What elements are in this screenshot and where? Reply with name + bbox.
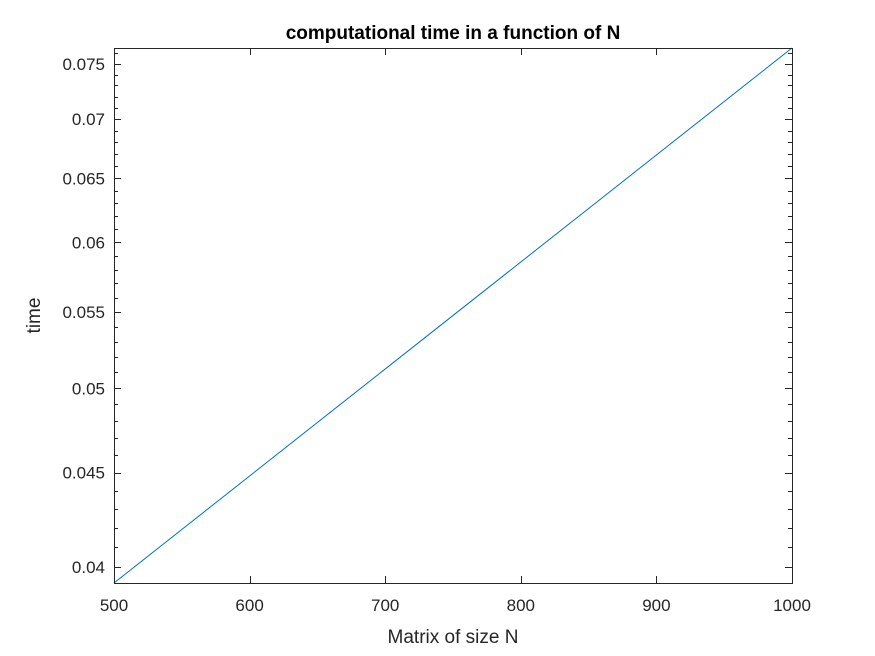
x-tick-label: 500	[100, 596, 128, 615]
y-tick-label: 0.075	[62, 55, 105, 74]
x-tick-label: 900	[642, 596, 670, 615]
y-tick-label: 0.04	[72, 558, 105, 577]
tick-label-group: 500 600 700 800 900 1000 0.04 0.045 0.05 0.055 0.0…	[62, 55, 810, 615]
y-tick-label: 0.065	[62, 169, 105, 188]
y-axis-label: time	[24, 298, 45, 334]
x-tick-label: 1000	[773, 596, 811, 615]
y-tick-label: 0.055	[62, 303, 105, 322]
x-axis-label: Matrix of size N	[388, 627, 519, 648]
chart-title: computational time in a function of N	[286, 23, 621, 44]
y-tick-label: 0.05	[72, 379, 105, 398]
minor-tick-group	[114, 53, 792, 548]
y-tick-label: 0.07	[72, 110, 105, 129]
axes-box	[114, 48, 793, 584]
y-tick-label: 0.06	[72, 233, 105, 252]
x-tick-label: 800	[507, 596, 535, 615]
x-tick-label: 700	[371, 596, 399, 615]
series-line	[113, 47, 793, 584]
y-tick-label: 0.045	[62, 464, 105, 483]
x-tick-label: 600	[235, 596, 263, 615]
series-layer	[113, 47, 793, 584]
